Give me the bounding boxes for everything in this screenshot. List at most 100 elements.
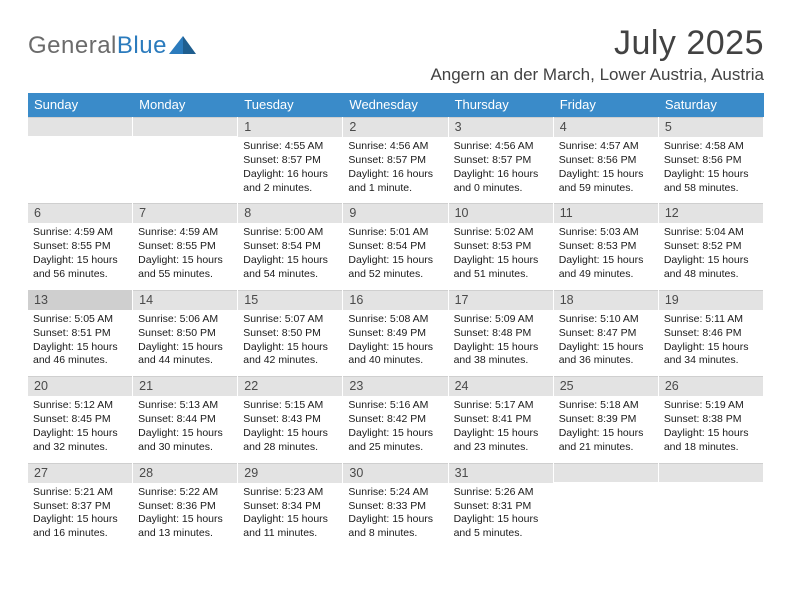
day-number: 21 (133, 376, 237, 396)
day-number (659, 463, 763, 482)
day-body: Sunrise: 5:09 AMSunset: 8:48 PMDaylight:… (449, 310, 553, 376)
day-cell: 12Sunrise: 5:04 AMSunset: 8:52 PMDayligh… (659, 203, 764, 289)
daylight-line: Daylight: 15 hours and 21 minutes. (559, 427, 653, 455)
daylight-line: Daylight: 15 hours and 30 minutes. (138, 427, 232, 455)
day-number: 28 (133, 463, 237, 483)
daylight-line: Daylight: 15 hours and 49 minutes. (559, 254, 653, 282)
day-number: 16 (343, 290, 447, 310)
daylight-line: Daylight: 16 hours and 0 minutes. (454, 168, 548, 196)
weekday-header-cell: Monday (133, 93, 238, 117)
logo-word-2: Blue (117, 32, 167, 59)
logo-text: GeneralBlue (28, 32, 167, 60)
sunrise-line: Sunrise: 5:10 AM (559, 313, 653, 327)
day-cell: 31Sunrise: 5:26 AMSunset: 8:31 PMDayligh… (449, 463, 554, 549)
day-number (28, 117, 132, 136)
day-number: 12 (659, 203, 763, 223)
day-body: Sunrise: 5:23 AMSunset: 8:34 PMDaylight:… (238, 483, 342, 549)
daylight-line: Daylight: 16 hours and 2 minutes. (243, 168, 337, 196)
sunset-line: Sunset: 8:49 PM (348, 327, 442, 341)
sunset-line: Sunset: 8:57 PM (454, 154, 548, 168)
day-body: Sunrise: 5:17 AMSunset: 8:41 PMDaylight:… (449, 396, 553, 462)
day-cell: 23Sunrise: 5:16 AMSunset: 8:42 PMDayligh… (343, 376, 448, 462)
day-number: 10 (449, 203, 553, 223)
daylight-line: Daylight: 15 hours and 55 minutes. (138, 254, 232, 282)
sunrise-line: Sunrise: 4:58 AM (664, 140, 758, 154)
sunset-line: Sunset: 8:52 PM (664, 240, 758, 254)
sunrise-line: Sunrise: 5:17 AM (454, 399, 548, 413)
sunset-line: Sunset: 8:53 PM (454, 240, 548, 254)
day-body: Sunrise: 5:26 AMSunset: 8:31 PMDaylight:… (449, 483, 553, 549)
day-cell: 28Sunrise: 5:22 AMSunset: 8:36 PMDayligh… (133, 463, 238, 549)
calendar-grid: SundayMondayTuesdayWednesdayThursdayFrid… (28, 93, 764, 549)
sunrise-line: Sunrise: 5:13 AM (138, 399, 232, 413)
sunset-line: Sunset: 8:43 PM (243, 413, 337, 427)
sunset-line: Sunset: 8:38 PM (664, 413, 758, 427)
day-cell: 21Sunrise: 5:13 AMSunset: 8:44 PMDayligh… (133, 376, 238, 462)
sunrise-line: Sunrise: 5:09 AM (454, 313, 548, 327)
daylight-line: Daylight: 15 hours and 40 minutes. (348, 341, 442, 369)
daylight-line: Daylight: 15 hours and 38 minutes. (454, 341, 548, 369)
daylight-line: Daylight: 15 hours and 36 minutes. (559, 341, 653, 369)
daylight-line: Daylight: 15 hours and 32 minutes. (33, 427, 127, 455)
sunrise-line: Sunrise: 4:57 AM (559, 140, 653, 154)
sunset-line: Sunset: 8:47 PM (559, 327, 653, 341)
daylight-line: Daylight: 15 hours and 54 minutes. (243, 254, 337, 282)
empty-cell (133, 117, 238, 203)
day-cell: 2Sunrise: 4:56 AMSunset: 8:57 PMDaylight… (343, 117, 448, 203)
day-body: Sunrise: 5:13 AMSunset: 8:44 PMDaylight:… (133, 396, 237, 462)
day-cell: 11Sunrise: 5:03 AMSunset: 8:53 PMDayligh… (554, 203, 659, 289)
day-number: 4 (554, 117, 658, 137)
day-cell: 7Sunrise: 4:59 AMSunset: 8:55 PMDaylight… (133, 203, 238, 289)
day-cell: 15Sunrise: 5:07 AMSunset: 8:50 PMDayligh… (238, 290, 343, 376)
daylight-line: Daylight: 15 hours and 52 minutes. (348, 254, 442, 282)
week-row: 1Sunrise: 4:55 AMSunset: 8:57 PMDaylight… (28, 117, 764, 203)
sunset-line: Sunset: 8:56 PM (559, 154, 653, 168)
day-cell: 30Sunrise: 5:24 AMSunset: 8:33 PMDayligh… (343, 463, 448, 549)
day-number: 6 (28, 203, 132, 223)
weekday-header-cell: Friday (554, 93, 659, 117)
sunset-line: Sunset: 8:34 PM (243, 500, 337, 514)
sunset-line: Sunset: 8:50 PM (243, 327, 337, 341)
daylight-line: Daylight: 15 hours and 11 minutes. (243, 513, 337, 541)
sunset-line: Sunset: 8:44 PM (138, 413, 232, 427)
day-body: Sunrise: 4:56 AMSunset: 8:57 PMDaylight:… (449, 137, 553, 203)
daylight-line: Daylight: 15 hours and 8 minutes. (348, 513, 442, 541)
day-number: 2 (343, 117, 447, 137)
daylight-line: Daylight: 15 hours and 18 minutes. (664, 427, 758, 455)
calendar-page: GeneralBlue July 2025 Angern an der Marc… (0, 0, 792, 569)
day-body: Sunrise: 5:07 AMSunset: 8:50 PMDaylight:… (238, 310, 342, 376)
day-body (133, 136, 237, 194)
sunrise-line: Sunrise: 5:16 AM (348, 399, 442, 413)
day-body: Sunrise: 4:59 AMSunset: 8:55 PMDaylight:… (133, 223, 237, 289)
daylight-line: Daylight: 15 hours and 25 minutes. (348, 427, 442, 455)
day-cell: 29Sunrise: 5:23 AMSunset: 8:34 PMDayligh… (238, 463, 343, 549)
sunrise-line: Sunrise: 4:56 AM (454, 140, 548, 154)
sunrise-line: Sunrise: 5:21 AM (33, 486, 127, 500)
weekday-header-cell: Saturday (659, 93, 764, 117)
day-body: Sunrise: 5:16 AMSunset: 8:42 PMDaylight:… (343, 396, 447, 462)
sunrise-line: Sunrise: 5:24 AM (348, 486, 442, 500)
day-number: 26 (659, 376, 763, 396)
sunset-line: Sunset: 8:45 PM (33, 413, 127, 427)
day-body (554, 482, 658, 540)
sunrise-line: Sunrise: 5:19 AM (664, 399, 758, 413)
sunrise-line: Sunrise: 4:56 AM (348, 140, 442, 154)
day-body: Sunrise: 5:00 AMSunset: 8:54 PMDaylight:… (238, 223, 342, 289)
day-number: 1 (238, 117, 342, 137)
day-body: Sunrise: 5:19 AMSunset: 8:38 PMDaylight:… (659, 396, 763, 462)
day-cell: 22Sunrise: 5:15 AMSunset: 8:43 PMDayligh… (238, 376, 343, 462)
day-body: Sunrise: 4:55 AMSunset: 8:57 PMDaylight:… (238, 137, 342, 203)
sunrise-line: Sunrise: 5:02 AM (454, 226, 548, 240)
sunrise-line: Sunrise: 5:06 AM (138, 313, 232, 327)
day-cell: 20Sunrise: 5:12 AMSunset: 8:45 PMDayligh… (28, 376, 133, 462)
sunset-line: Sunset: 8:55 PM (138, 240, 232, 254)
sunset-line: Sunset: 8:41 PM (454, 413, 548, 427)
weekday-header-row: SundayMondayTuesdayWednesdayThursdayFrid… (28, 93, 764, 117)
triangle-icon (169, 34, 197, 54)
day-number: 17 (449, 290, 553, 310)
day-cell: 8Sunrise: 5:00 AMSunset: 8:54 PMDaylight… (238, 203, 343, 289)
daylight-line: Daylight: 15 hours and 23 minutes. (454, 427, 548, 455)
location-subtitle: Angern an der March, Lower Austria, Aust… (430, 65, 764, 85)
day-number: 13 (28, 290, 132, 310)
sunrise-line: Sunrise: 5:03 AM (559, 226, 653, 240)
